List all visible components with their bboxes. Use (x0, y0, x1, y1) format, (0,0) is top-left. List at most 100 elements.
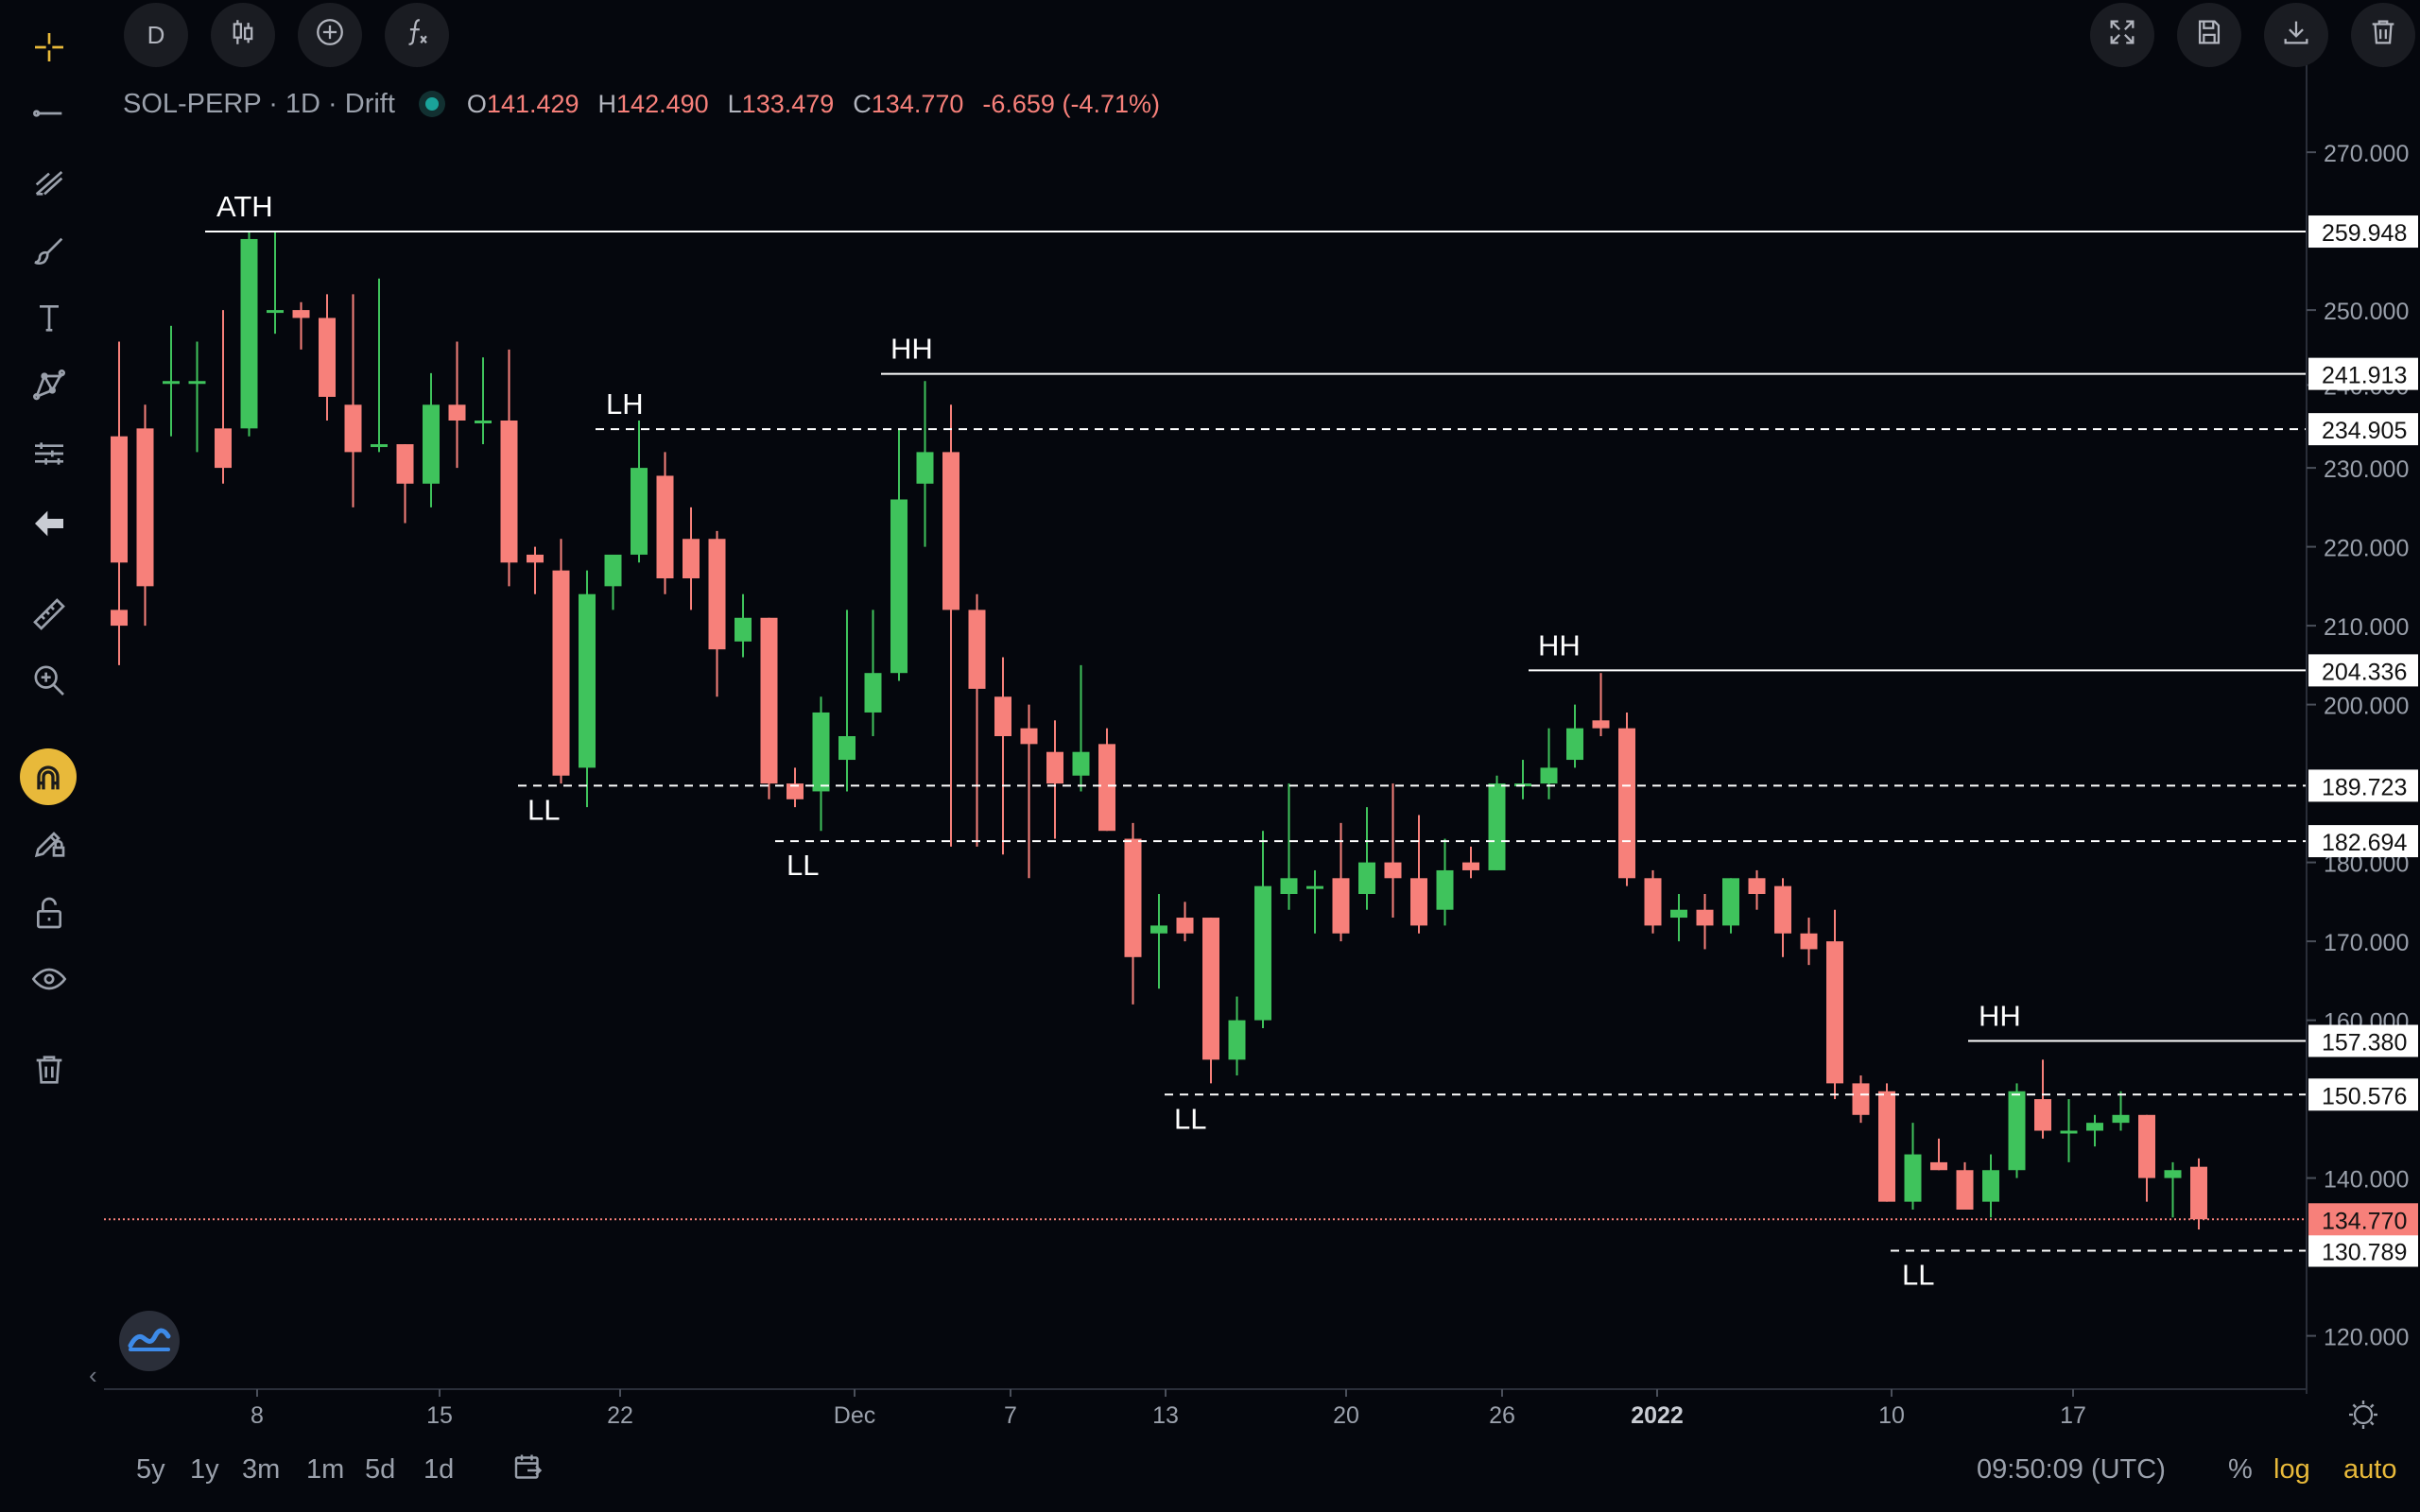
candle-body[interactable] (1696, 909, 1714, 926)
interval-button[interactable]: D (124, 3, 188, 67)
plot-area[interactable] (111, 231, 2207, 1230)
candle-body[interactable] (1150, 925, 1167, 934)
candle-body[interactable] (1176, 918, 1194, 934)
lock-tool[interactable] (25, 888, 74, 937)
candle-body[interactable] (2112, 1114, 2130, 1124)
price-axis[interactable]: 270.000250.000240.000230.000220.000210.0… (2306, 57, 2418, 1394)
auto-scale-button[interactable]: auto (2343, 1454, 2397, 1485)
candle-body[interactable] (1488, 783, 1506, 870)
candle-body[interactable] (1982, 1170, 1999, 1202)
level-ll[interactable]: LL (1891, 1249, 2307, 1292)
candle-body[interactable] (812, 712, 830, 792)
candle-body[interactable] (1540, 767, 1558, 784)
symbol-title[interactable]: SOL-PERP · 1D · Drift (123, 88, 395, 119)
candle-body[interactable] (1800, 933, 1818, 950)
candle-body[interactable] (994, 696, 1011, 736)
candle-body[interactable] (735, 617, 752, 642)
candle-body[interactable] (423, 404, 440, 484)
candle-body[interactable] (1020, 728, 1038, 745)
candle-body[interactable] (2190, 1166, 2207, 1220)
candle-body[interactable] (1904, 1154, 1922, 1202)
candle-body[interactable] (2164, 1170, 2182, 1178)
magnet-tool[interactable] (20, 748, 77, 805)
candle-body[interactable] (1852, 1083, 1870, 1115)
level-lh[interactable]: LH (596, 387, 2307, 431)
candle-body[interactable] (319, 318, 336, 397)
candle-body[interactable] (1722, 878, 1739, 926)
candle-body[interactable] (968, 610, 986, 689)
level-hh[interactable]: HH (881, 333, 2307, 375)
candle-body[interactable] (1930, 1161, 1947, 1171)
candle-body[interactable] (604, 554, 622, 587)
range-5d[interactable]: 5d (365, 1454, 396, 1485)
collapse-toolbar-arrow[interactable]: ‹ (89, 1361, 97, 1389)
indicators-button[interactable] (385, 3, 449, 67)
level-ll[interactable]: LL (775, 840, 2307, 882)
patterns-tool[interactable] (25, 361, 74, 410)
candle-body[interactable] (683, 539, 700, 578)
candle-body[interactable] (475, 421, 492, 423)
candle-body[interactable] (1462, 862, 1479, 870)
clock-time[interactable]: 09:50:09 (UTC) (1977, 1454, 2166, 1485)
candle-body[interactable] (527, 554, 544, 563)
candle-body[interactable] (656, 475, 674, 578)
candle-body[interactable] (1748, 878, 1766, 894)
stay-drawing-tool[interactable] (25, 818, 74, 868)
candle-body[interactable] (1306, 885, 1323, 889)
candle-body[interactable] (292, 310, 310, 318)
crosshair-tool[interactable] (25, 23, 74, 72)
candle-body[interactable] (1072, 751, 1090, 776)
brush-tool[interactable] (25, 227, 74, 276)
candle-body[interactable] (188, 381, 206, 385)
candle-body[interactable] (1878, 1091, 1895, 1202)
candle-body[interactable] (163, 381, 180, 385)
candle-body[interactable] (240, 238, 258, 429)
level-hh[interactable]: HH (1968, 999, 2307, 1042)
candle-body[interactable] (1774, 885, 1791, 934)
tradingview-logo[interactable] (119, 1311, 180, 1371)
level-ath[interactable]: ATH (205, 190, 2307, 233)
candle-body[interactable] (1124, 838, 1142, 957)
compare-button[interactable] (298, 3, 362, 67)
candle-body[interactable] (916, 452, 934, 484)
candle-body[interactable] (631, 468, 648, 555)
candle-body[interactable] (396, 444, 414, 484)
level-ll[interactable]: LL (1165, 1093, 2307, 1135)
candle-body[interactable] (552, 570, 570, 776)
save-button[interactable] (2177, 3, 2241, 67)
level-ll[interactable]: LL (518, 784, 2307, 826)
candle-body[interactable] (708, 539, 726, 650)
candle-body[interactable] (344, 404, 362, 453)
candle-body[interactable] (760, 617, 778, 784)
log-scale-button[interactable]: log (2273, 1454, 2310, 1485)
candle-body[interactable] (579, 593, 596, 768)
candle-body[interactable] (2034, 1099, 2051, 1131)
candle-body[interactable] (2060, 1130, 2078, 1134)
candle-body[interactable] (864, 673, 882, 713)
candle-body[interactable] (942, 452, 959, 610)
chart-type-button[interactable] (211, 3, 275, 67)
candle-body[interactable] (786, 783, 804, 799)
candle-body[interactable] (1436, 869, 1454, 910)
candle-body[interactable] (1384, 862, 1402, 879)
candle-body[interactable] (448, 404, 466, 421)
remove-tool[interactable] (25, 1045, 74, 1094)
candle-body[interactable] (215, 428, 232, 469)
candle-body[interactable] (111, 610, 128, 627)
candle-body[interactable] (1592, 720, 1610, 729)
back-tool[interactable] (25, 499, 74, 548)
candle-body[interactable] (1670, 909, 1687, 919)
text-tool[interactable] (25, 293, 74, 342)
candle-body[interactable] (136, 428, 154, 587)
candle-body[interactable] (1618, 728, 1635, 879)
delete-button[interactable] (2351, 3, 2415, 67)
fib-tool[interactable] (25, 157, 74, 206)
candle-body[interactable] (1202, 918, 1219, 1060)
candle-body[interactable] (1332, 878, 1350, 934)
candle-body[interactable] (1410, 878, 1427, 926)
range-1d[interactable]: 1d (424, 1454, 455, 1485)
candle-body[interactable] (2008, 1091, 2026, 1171)
candle-body[interactable] (1644, 878, 1662, 926)
time-axis[interactable]: 8 15 22 Dec 7 13 20 26 2022 10 17 (104, 1388, 2377, 1429)
candle-body[interactable] (371, 444, 388, 448)
